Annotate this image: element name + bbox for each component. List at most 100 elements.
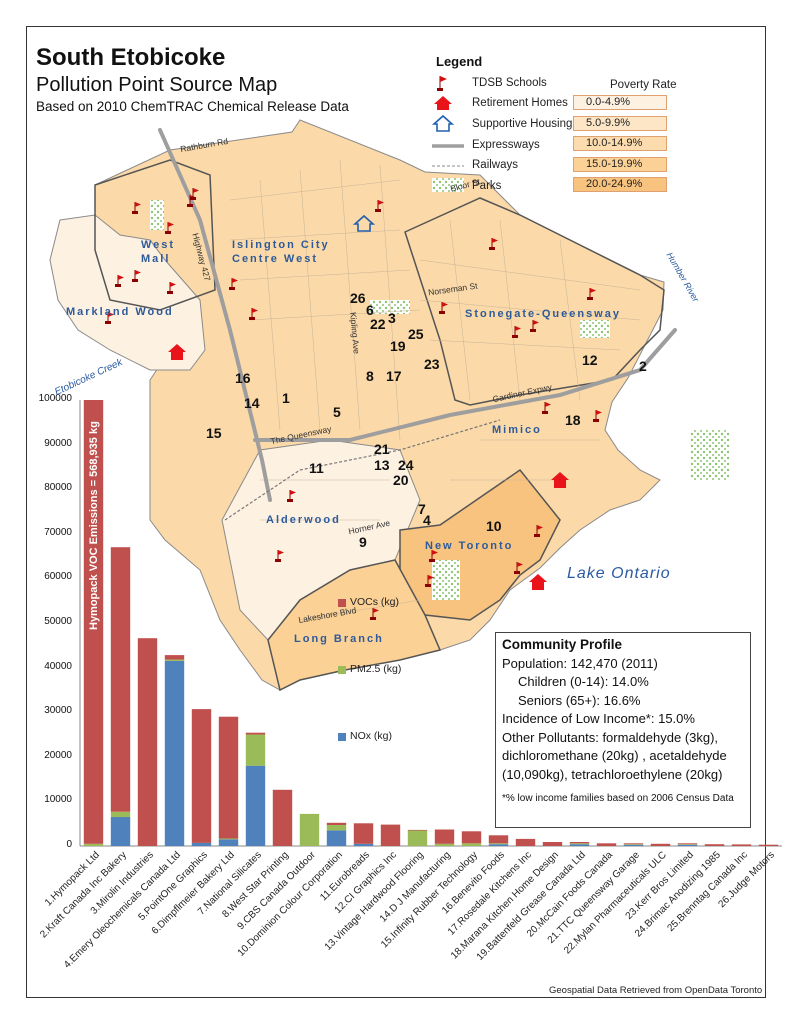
source-22[interactable]: 22 <box>370 316 386 332</box>
y-tick-label: 90000 <box>44 437 72 449</box>
stonegate-region-outline <box>404 197 665 406</box>
bar-vocs-7 <box>245 732 266 735</box>
legend-title: Legend <box>436 54 483 69</box>
source-15[interactable]: 15 <box>206 425 222 441</box>
bar-pm25-23 <box>677 844 698 845</box>
source-20[interactable]: 20 <box>393 472 409 488</box>
school-flag-marker[interactable] <box>512 326 521 338</box>
school-flag-marker[interactable] <box>249 308 258 320</box>
bar-vocs-16 <box>488 835 509 844</box>
source-23[interactable]: 23 <box>424 356 440 372</box>
source-13[interactable]: 13 <box>374 457 390 473</box>
school-flag-marker[interactable] <box>105 312 114 324</box>
source-16[interactable]: 16 <box>235 370 251 386</box>
source-5[interactable]: 5 <box>333 404 341 420</box>
school-flag-marker[interactable] <box>429 550 438 562</box>
school-flag-marker[interactable] <box>229 278 238 290</box>
bar-vocs-5 <box>191 709 212 843</box>
profile-children: Children (0-14): 14.0% <box>518 674 649 689</box>
bar-vocs-11 <box>353 823 374 844</box>
school-flag-marker[interactable] <box>489 238 498 250</box>
source-18[interactable]: 18 <box>565 412 581 428</box>
source-6[interactable]: 6 <box>366 302 374 318</box>
bar-pm25-16 <box>488 843 509 845</box>
school-flag-marker[interactable] <box>514 562 523 574</box>
bar-nox-5 <box>191 842 212 846</box>
community-profile: Community Profile Population: 142,470 (2… <box>495 632 751 828</box>
source-26[interactable]: 26 <box>350 290 366 306</box>
bar-nox-7 <box>245 765 266 846</box>
school-flag-marker[interactable] <box>530 320 539 332</box>
source-2[interactable]: 2 <box>639 358 647 374</box>
school-flag-marker[interactable] <box>370 608 379 620</box>
school-flag-marker[interactable] <box>534 525 543 537</box>
school-flag-marker[interactable] <box>439 302 448 314</box>
y-tick-label: 20000 <box>44 749 72 761</box>
school-flag-marker[interactable] <box>425 575 434 587</box>
source-12[interactable]: 12 <box>582 352 598 368</box>
source-14[interactable]: 14 <box>244 395 260 411</box>
poverty-legend-title: Poverty Rate <box>610 79 677 91</box>
source-11[interactable]: 11 <box>309 460 324 476</box>
bar-pm25-15 <box>461 843 482 846</box>
gardiner-expwy-line <box>253 328 677 442</box>
legend-label-expressways: Expressways <box>472 139 540 151</box>
profile-low-income: Incidence of Low Income*: 15.0% <box>502 711 695 726</box>
bar-vocs-8 <box>272 789 293 846</box>
lake-ontario-label: Lake Ontario <box>567 565 671 582</box>
school-flag-marker[interactable] <box>542 402 551 414</box>
legend-label-parks: Parks <box>472 180 502 192</box>
school-flag-icon <box>437 76 447 91</box>
bar-vocs-3 <box>137 638 158 846</box>
place-alderwood: Alderwood <box>266 514 341 526</box>
data-attribution: Geospatial Data Retrieved from OpenData … <box>549 985 763 996</box>
school-flag-marker[interactable] <box>275 550 284 562</box>
source-25[interactable]: 25 <box>408 326 424 342</box>
source-1[interactable]: 1 <box>282 390 290 406</box>
source-7[interactable]: 7 <box>418 501 426 517</box>
school-flag-marker[interactable] <box>115 275 124 287</box>
source-17[interactable]: 17 <box>386 368 402 384</box>
school-flag-marker[interactable] <box>593 410 602 422</box>
legend-label-retirement: Retirement Homes <box>472 97 568 109</box>
source-8[interactable]: 8 <box>366 368 374 384</box>
y-tick-label: 100000 <box>38 393 72 404</box>
source-24[interactable]: 24 <box>398 457 414 473</box>
poverty-class-1: 0.0-4.9% <box>573 95 667 110</box>
hymopack-annotation: Hymopack VOC Emissions = 568,935 kg <box>88 421 100 630</box>
map-school-flags[interactable] <box>105 188 602 620</box>
source-19[interactable]: 19 <box>390 338 406 354</box>
place-islington-city-centre-west: Islington City Centre West <box>232 239 330 265</box>
series-label-vocs: VOCs (kg) <box>350 596 400 608</box>
profile-population: Population: 142,470 (2011) <box>502 655 658 671</box>
y-tick-label: 0 <box>66 839 72 850</box>
source-4[interactable]: 4 <box>423 512 431 528</box>
source-10[interactable]: 10 <box>486 518 502 534</box>
bar-nox-23 <box>677 844 698 846</box>
school-flag-marker[interactable] <box>587 288 596 300</box>
school-flag-marker[interactable] <box>132 270 141 282</box>
school-flag-marker[interactable] <box>287 490 296 502</box>
bar-pm25-14 <box>434 843 455 846</box>
bar-vocs-15 <box>461 831 482 844</box>
supportive-housing-icon <box>431 114 455 132</box>
source-21[interactable]: 21 <box>374 441 390 457</box>
profile-other-pollutants-2: dichloromethane (20kg) , acetaldehyde <box>502 748 727 763</box>
legend-swatch-vocs <box>338 599 346 607</box>
bar-vocs-25 <box>731 844 752 846</box>
map-title: South Etobicoke <box>36 44 226 71</box>
school-flag-marker[interactable] <box>165 222 174 234</box>
source-9[interactable]: 9 <box>359 534 367 550</box>
school-flag-marker[interactable] <box>132 202 141 214</box>
series-label-pm25: PM2.5 (kg) <box>350 663 402 675</box>
school-flag-marker[interactable] <box>190 188 199 200</box>
bar-vocs-26 <box>758 844 779 846</box>
school-flag-marker[interactable] <box>375 200 384 212</box>
poverty-class-3: 10.0-14.9% <box>573 136 667 151</box>
school-flag-marker[interactable] <box>167 282 176 294</box>
bar-vocs-13 <box>407 829 428 831</box>
legend-label-supportive: Supportive Housing <box>472 118 573 130</box>
source-3[interactable]: 3 <box>388 310 396 326</box>
